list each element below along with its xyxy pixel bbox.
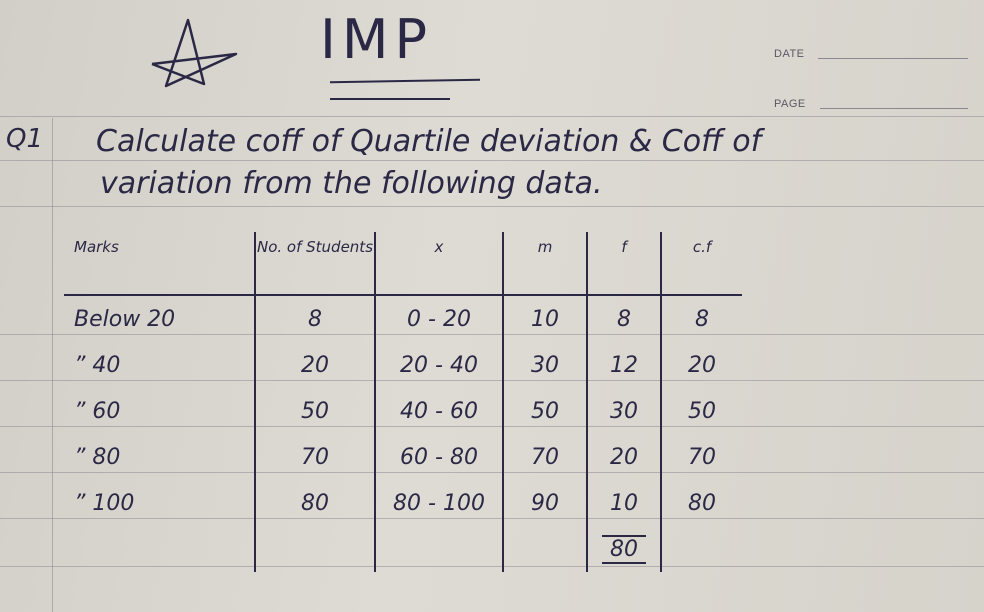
cell-m: 90 [502,480,587,526]
data-table: Marks No. of Students x m f c.f Below 20… [64,232,742,572]
cell-marks: Below 20 [64,294,255,342]
cell-f: 8 [586,294,661,342]
header-m: m [502,232,587,295]
empty-cell [660,526,742,572]
cell-x: 40 - 60 [374,388,503,434]
cell-x: 0 - 20 [374,294,503,342]
date-line [818,58,968,59]
empty-cell [502,526,587,572]
cell-m: 70 [502,434,587,480]
cell-students: 70 [254,434,375,480]
star-doodle-icon [151,18,238,88]
cell-students: 8 [254,294,375,342]
cell-students: 50 [254,388,375,434]
ruled-line [0,160,984,161]
table-row: ” 100 80 80 - 100 90 10 80 [64,480,742,526]
table-row: ” 40 20 20 - 40 30 12 20 [64,342,742,388]
cell-m: 30 [502,342,587,388]
cell-cf: 70 [660,434,742,480]
total-cell: 80 [586,526,661,572]
header-cf: c.f [660,232,742,295]
cell-x: 80 - 100 [374,480,503,526]
table-row: Below 20 8 0 - 20 10 8 8 [64,294,742,342]
page-label: PAGE [774,98,806,110]
margin-line [52,118,53,612]
title-underline [329,78,481,84]
cell-cf: 50 [660,388,742,434]
table-total-row: 80 [64,526,742,572]
cell-students: 20 [254,342,375,388]
title-underline [330,98,450,100]
page-line [820,108,968,109]
cell-x: 60 - 80 [374,434,503,480]
header-students: No. of Students [254,232,375,295]
cell-f: 10 [586,480,661,526]
ruled-line [0,116,984,117]
total-f: 80 [602,534,646,564]
cell-marks: ” 60 [74,398,121,424]
cell-m: 10 [502,294,587,342]
table-row: ” 60 50 40 - 60 50 30 50 [64,388,742,434]
cell-cf: 20 [660,342,742,388]
cell-marks: ” 100 [74,490,135,516]
cell-cf: 8 [660,294,742,342]
header-marks: Marks [74,238,119,256]
cell-students: 80 [254,480,375,526]
empty-cell [254,526,375,572]
page-title: IMP [320,8,434,71]
table-row: ” 80 70 60 - 80 70 20 70 [64,434,742,480]
question-text-line-1: Calculate coff of Quartile deviation & C… [96,124,762,159]
table-header-row: Marks No. of Students x m f c.f [64,232,742,295]
cell-f: 20 [586,434,661,480]
header-f: f [586,232,661,295]
cell-m: 50 [502,388,587,434]
cell-x: 20 - 40 [374,342,503,388]
cell-f: 12 [586,342,661,388]
ruled-line [0,206,984,207]
cell-marks: ” 80 [74,444,121,470]
question-number: Q1 [6,124,44,154]
cell-marks: ” 40 [74,352,121,378]
date-label: DATE [774,48,805,60]
empty-cell [374,526,503,572]
cell-cf: 80 [660,480,742,526]
cell-f: 30 [586,388,661,434]
empty-cell [64,526,255,572]
question-text-line-2: variation from the following data. [100,166,603,201]
header-x: x [374,232,503,295]
